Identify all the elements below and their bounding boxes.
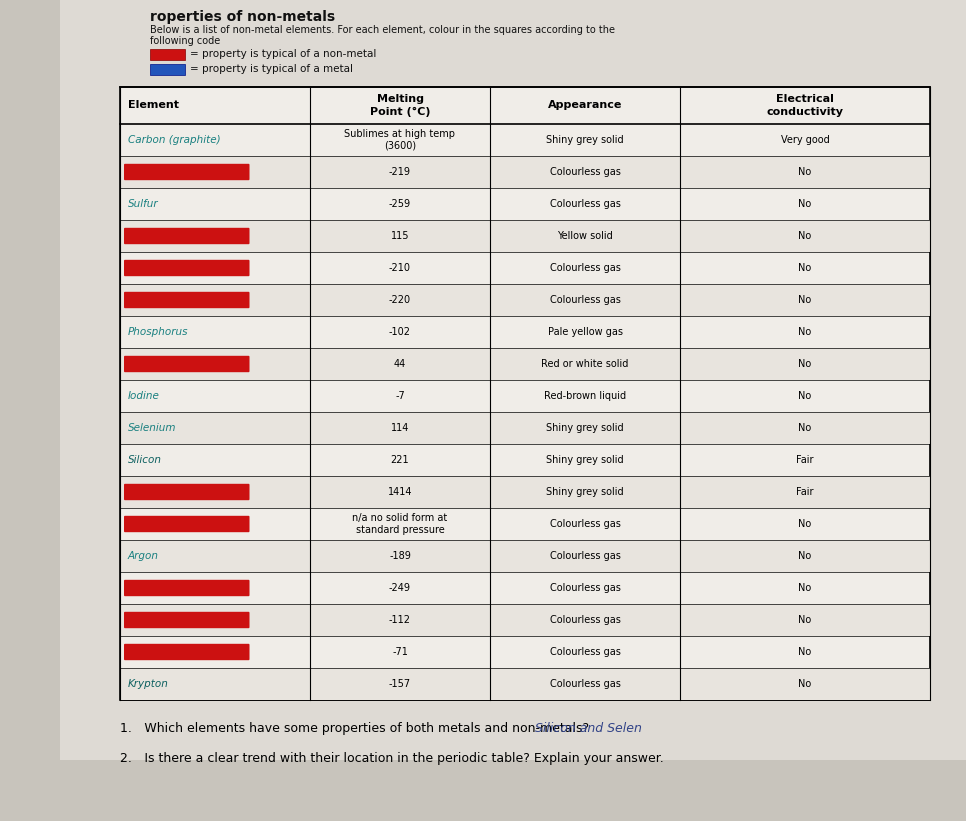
FancyBboxPatch shape (124, 484, 249, 500)
Text: Sulfur: Sulfur (128, 199, 158, 209)
Text: Yellow solid: Yellow solid (557, 231, 612, 241)
Text: 1414: 1414 (387, 487, 412, 497)
FancyBboxPatch shape (124, 612, 249, 628)
Bar (120, 87, 930, 700)
Bar (120, 284, 930, 316)
Bar (120, 604, 930, 636)
Text: Colourless gas: Colourless gas (550, 263, 620, 273)
Text: Fair: Fair (796, 487, 813, 497)
FancyBboxPatch shape (124, 291, 249, 308)
Text: No: No (798, 519, 811, 529)
Text: No: No (798, 615, 811, 625)
Text: Colourless gas: Colourless gas (550, 679, 620, 689)
Text: -259: -259 (389, 199, 412, 209)
Bar (150, 49, 185, 60)
Text: 114: 114 (391, 423, 410, 433)
Text: Shiny grey solid: Shiny grey solid (546, 455, 624, 465)
Text: No: No (798, 551, 811, 561)
Bar (120, 412, 930, 444)
Text: -189: -189 (389, 551, 411, 561)
Text: Colourless gas: Colourless gas (550, 647, 620, 657)
Text: Colourless gas: Colourless gas (550, 551, 620, 561)
Bar (120, 540, 930, 572)
Text: Carbon (graphite): Carbon (graphite) (128, 135, 220, 145)
FancyBboxPatch shape (124, 355, 249, 372)
Text: Colourless gas: Colourless gas (550, 295, 620, 305)
Text: No: No (798, 295, 811, 305)
Text: Sublimes at high temp
(3600): Sublimes at high temp (3600) (345, 129, 456, 151)
Text: Krypton: Krypton (128, 679, 169, 689)
Text: Very good: Very good (781, 135, 830, 145)
Text: No: No (798, 583, 811, 593)
Text: Below is a list of non-metal elements. For each element, colour in the squares a: Below is a list of non-metal elements. F… (150, 25, 615, 35)
Text: No: No (798, 263, 811, 273)
Text: No: No (798, 231, 811, 241)
Text: Shiny grey solid: Shiny grey solid (546, 487, 624, 497)
Text: Shiny grey solid: Shiny grey solid (546, 423, 624, 433)
Text: Argon: Argon (128, 551, 159, 561)
Text: roperties of non-metals: roperties of non-metals (150, 10, 335, 24)
FancyBboxPatch shape (124, 516, 249, 532)
Text: = property is typical of a non-metal: = property is typical of a non-metal (190, 49, 377, 59)
Text: n/a no solid form at
standard pressure: n/a no solid form at standard pressure (353, 513, 447, 534)
Text: No: No (798, 327, 811, 337)
Bar (120, 476, 930, 508)
Text: = property is typical of a metal: = property is typical of a metal (190, 64, 353, 74)
FancyBboxPatch shape (124, 259, 249, 276)
Text: Phosphorus: Phosphorus (128, 327, 188, 337)
Text: -220: -220 (389, 295, 412, 305)
Text: Silicon: Silicon (128, 455, 162, 465)
Text: -102: -102 (389, 327, 411, 337)
Text: -112: -112 (389, 615, 411, 625)
Text: Colourless gas: Colourless gas (550, 199, 620, 209)
Text: Silicon and Selen: Silicon and Selen (535, 722, 641, 735)
Text: Pale yellow gas: Pale yellow gas (548, 327, 622, 337)
Text: Iodine: Iodine (128, 391, 160, 401)
Text: following code: following code (150, 36, 220, 46)
FancyBboxPatch shape (124, 164, 249, 180)
Text: No: No (798, 359, 811, 369)
Text: Colourless gas: Colourless gas (550, 615, 620, 625)
Text: -249: -249 (389, 583, 411, 593)
Text: No: No (798, 199, 811, 209)
Text: Shiny grey solid: Shiny grey solid (546, 135, 624, 145)
Text: -71: -71 (392, 647, 408, 657)
Text: Appearance: Appearance (548, 100, 622, 111)
Text: Red-brown liquid: Red-brown liquid (544, 391, 626, 401)
Text: No: No (798, 423, 811, 433)
Text: No: No (798, 391, 811, 401)
Text: Element: Element (128, 100, 179, 111)
Text: Melting
Point (°C): Melting Point (°C) (370, 94, 430, 117)
Bar (120, 220, 930, 252)
Text: -7: -7 (395, 391, 405, 401)
Text: 2. Is there a clear trend with their location in the periodic table? Explain you: 2. Is there a clear trend with their loc… (120, 752, 664, 765)
Bar (120, 348, 930, 380)
Text: Red or white solid: Red or white solid (541, 359, 629, 369)
Text: Colourless gas: Colourless gas (550, 519, 620, 529)
Text: Electrical
conductivity: Electrical conductivity (766, 94, 843, 117)
Text: No: No (798, 647, 811, 657)
FancyBboxPatch shape (124, 227, 249, 244)
Text: 221: 221 (390, 455, 410, 465)
Bar (120, 156, 930, 188)
Text: Colourless gas: Colourless gas (550, 167, 620, 177)
Text: Colourless gas: Colourless gas (550, 583, 620, 593)
Text: -219: -219 (389, 167, 411, 177)
Text: 115: 115 (391, 231, 410, 241)
Text: No: No (798, 679, 811, 689)
Text: Selenium: Selenium (128, 423, 177, 433)
Text: 44: 44 (394, 359, 406, 369)
Bar (150, 64, 185, 75)
FancyBboxPatch shape (124, 580, 249, 596)
Text: No: No (798, 167, 811, 177)
Bar (120, 668, 930, 700)
FancyBboxPatch shape (124, 644, 249, 660)
Text: 1. Which elements have some properties of both metals and non-metals?: 1. Which elements have some properties o… (120, 722, 589, 735)
Text: Fair: Fair (796, 455, 813, 465)
Text: -157: -157 (389, 679, 412, 689)
Text: -210: -210 (389, 263, 411, 273)
